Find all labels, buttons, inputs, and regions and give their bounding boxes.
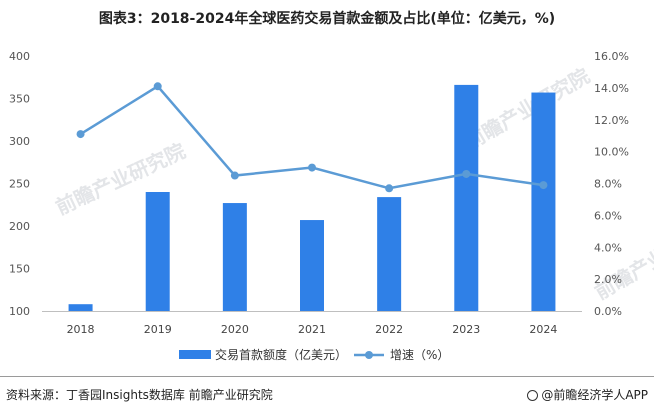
brand-logo-icon — [527, 390, 539, 401]
y-right-tick-label: 14.0% — [594, 82, 629, 95]
y-left-tick-label: 350 — [9, 93, 30, 106]
bar-2020 — [222, 203, 247, 311]
watermark-text: 前瞻产业研究院 — [591, 214, 654, 305]
x-tick-label: 2019 — [144, 323, 172, 336]
brand-credit: @前瞻经济学人APP — [527, 386, 648, 403]
y-left-tick-label: 100 — [9, 305, 30, 318]
y-left-tick-label: 150 — [9, 263, 30, 276]
x-tick-label: 2021 — [298, 323, 326, 336]
growth-point-2023 — [462, 169, 471, 178]
y-right-tick-label: 0.0% — [594, 305, 622, 318]
growth-point-2024 — [539, 181, 548, 190]
y-right-tick-label: 16.0% — [594, 50, 629, 63]
footer: 资料来源：丁香园Insights数据库 前瞻产业研究院 @前瞻经济学人APP — [0, 376, 654, 414]
footer-divider — [0, 376, 654, 377]
x-tick-label: 2023 — [452, 323, 480, 336]
bar-2023 — [454, 84, 479, 312]
y-right-tick-label: 2.0% — [594, 273, 622, 286]
bar-2019 — [145, 192, 170, 311]
y-left-tick-label: 400 — [9, 50, 30, 63]
y-left-tick-label: 250 — [9, 178, 30, 191]
source-note: 资料来源：丁香园Insights数据库 前瞻产业研究院 — [6, 388, 273, 402]
bar-2022 — [377, 197, 402, 311]
x-tick-label: 2020 — [221, 323, 249, 336]
y-left-tick-label: 200 — [9, 220, 30, 233]
legend-line-label: 增速（%） — [390, 348, 449, 362]
combo-chart: 前瞻产业研究院前瞻产业研究院前瞻产业研究院1001502002503003504… — [9, 50, 654, 362]
y-right-tick-label: 12.0% — [594, 114, 629, 127]
y-right-tick-label: 4.0% — [594, 241, 622, 254]
x-tick-label: 2022 — [375, 323, 403, 336]
bar-2021 — [300, 220, 324, 311]
legend-bar-label: 交易首款额度（亿美元） — [215, 347, 347, 362]
y-right-tick-label: 8.0% — [594, 178, 622, 191]
growth-point-2019 — [153, 82, 162, 91]
x-tick-label: 2018 — [67, 323, 95, 336]
growth-point-2020 — [230, 171, 239, 180]
y-right-tick-label: 6.0% — [594, 209, 622, 222]
bar-2018 — [68, 304, 93, 311]
chart-title: 图表3：2018-2024年全球医药交易首款金额及占比(单位：亿美元，%) — [98, 11, 556, 27]
y-right-tick-label: 10.0% — [594, 146, 629, 159]
bar-2024 — [531, 92, 556, 311]
x-tick-label: 2024 — [529, 323, 557, 336]
growth-point-2021 — [308, 163, 316, 172]
legend-bar-swatch — [179, 350, 211, 359]
legend-line-marker — [365, 351, 373, 359]
y-left-tick-label: 300 — [9, 135, 30, 148]
growth-point-2022 — [385, 184, 394, 193]
growth-point-2018 — [76, 130, 85, 139]
brand-label: @前瞻经济学人APP — [541, 388, 648, 402]
watermark-text: 前瞻产业研究院 — [461, 64, 594, 155]
